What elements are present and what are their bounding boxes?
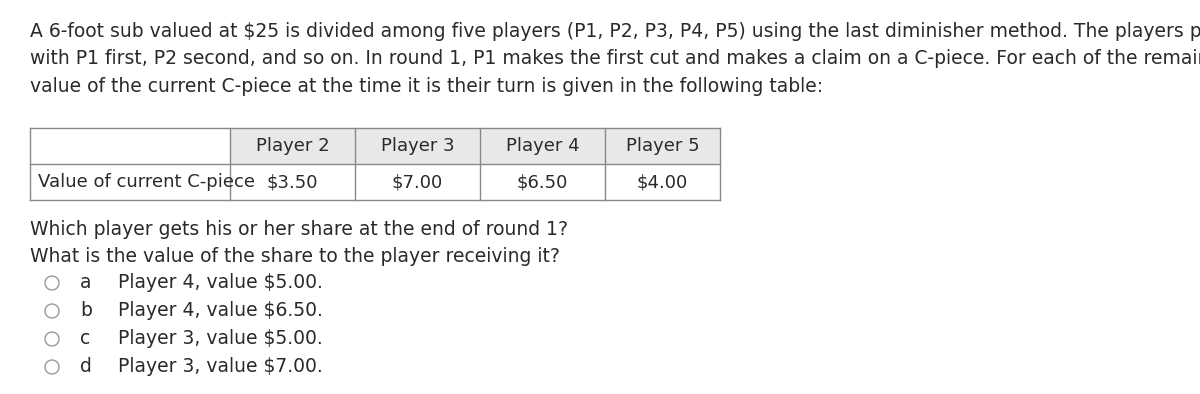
Text: Player 3: Player 3 — [380, 137, 455, 155]
Text: Player 3, value $5.00.: Player 3, value $5.00. — [118, 329, 323, 349]
Text: Player 3, value $7.00.: Player 3, value $7.00. — [118, 357, 323, 377]
Text: Player 4: Player 4 — [505, 137, 580, 155]
Text: b: b — [80, 301, 92, 320]
Text: Player 4, value $6.50.: Player 4, value $6.50. — [118, 301, 323, 320]
Text: $3.50: $3.50 — [266, 173, 318, 191]
Bar — [230, 128, 720, 164]
Text: Which player gets his or her share at the end of round 1?
What is the value of t: Which player gets his or her share at th… — [30, 220, 568, 266]
Text: Value of current C-piece: Value of current C-piece — [38, 173, 256, 191]
Text: A 6-foot sub valued at $25 is divided among five players (P1, P2, P3, P4, P5) us: A 6-foot sub valued at $25 is divided am… — [30, 22, 1200, 95]
Text: Player 4, value $5.00.: Player 4, value $5.00. — [118, 273, 323, 292]
Text: $6.50: $6.50 — [517, 173, 568, 191]
Text: $7.00: $7.00 — [392, 173, 443, 191]
Text: d: d — [80, 357, 92, 377]
Text: Player 2: Player 2 — [256, 137, 329, 155]
Text: $4.00: $4.00 — [637, 173, 688, 191]
Text: Player 5: Player 5 — [625, 137, 700, 155]
Text: c: c — [80, 329, 90, 349]
Text: a: a — [80, 273, 91, 292]
